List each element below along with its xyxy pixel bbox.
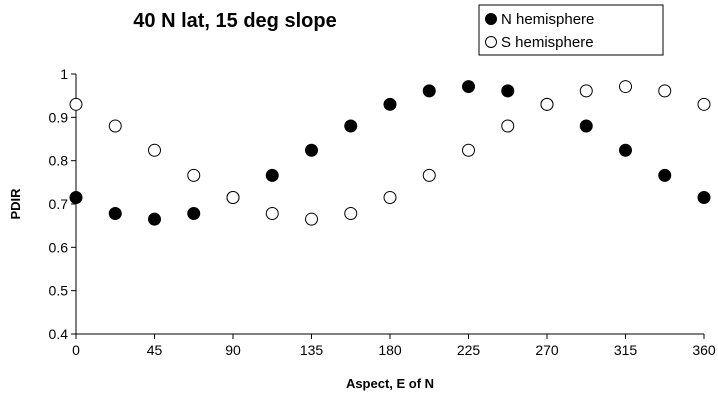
y-tick-label: 0.6 — [49, 239, 69, 255]
series-s-hemisphere — [69, 80, 711, 226]
data-point-s-hemisphere — [422, 168, 436, 182]
data-point-s-hemisphere — [226, 191, 240, 204]
data-point-n-hemisphere — [344, 119, 358, 133]
data-point-n-hemisphere — [501, 84, 515, 98]
x-tick-label: 135 — [300, 342, 324, 358]
y-tick-label: 0.8 — [49, 153, 69, 169]
data-point-s-hemisphere — [69, 97, 83, 111]
legend: N hemisphere S hemisphere — [478, 4, 664, 56]
data-point-s-hemisphere — [540, 97, 554, 111]
data-point-s-hemisphere — [108, 119, 122, 133]
x-axis-title: Aspect, E of N — [346, 376, 434, 391]
data-point-s-hemisphere — [619, 80, 632, 94]
legend-marker-s-hemisphere — [485, 36, 497, 48]
x-tick-label: 0 — [72, 342, 80, 358]
data-point-n-hemisphere — [579, 119, 593, 133]
data-point-n-hemisphere — [265, 168, 279, 182]
data-point-s-hemisphere — [501, 119, 515, 133]
data-point-s-hemisphere — [658, 84, 672, 98]
data-point-n-hemisphere — [108, 207, 122, 221]
data-point-n-hemisphere — [422, 84, 436, 98]
chart-title: 40 N lat, 15 deg slope — [133, 10, 336, 32]
y-tick-label: 1 — [60, 66, 68, 82]
data-point-n-hemisphere — [69, 191, 83, 204]
data-point-n-hemisphere — [658, 168, 672, 182]
x-tick-label: 45 — [147, 342, 163, 358]
y-axis-title: PDIR — [8, 188, 23, 220]
data-point-s-hemisphere — [265, 207, 279, 221]
data-point-n-hemisphere — [697, 191, 711, 204]
y-axis-ticks: 0.4 0.5 0.6 0.7 0.8 0.9 1 — [49, 66, 76, 342]
data-point-s-hemisphere — [697, 97, 711, 111]
data-point-n-hemisphere — [383, 97, 397, 111]
data-point-s-hemisphere — [383, 191, 397, 204]
x-tick-label: 360 — [692, 342, 716, 358]
x-tick-label: 90 — [225, 342, 241, 358]
y-tick-label: 0.9 — [49, 109, 69, 125]
y-tick-label: 0.4 — [49, 326, 69, 342]
y-tick-label: 0.5 — [49, 283, 69, 299]
x-tick-label: 180 — [378, 342, 402, 358]
data-point-s-hemisphere — [579, 84, 593, 98]
x-tick-label: 315 — [614, 342, 638, 358]
data-point-n-hemisphere — [187, 207, 201, 221]
legend-label-n-hemisphere: N hemisphere — [501, 11, 594, 28]
data-point-s-hemisphere — [305, 212, 318, 226]
legend-label-s-hemisphere: S hemisphere — [501, 34, 594, 51]
x-tick-label: 270 — [535, 342, 559, 358]
legend-box — [478, 4, 664, 56]
data-point-n-hemisphere — [462, 80, 475, 94]
y-tick-label: 0.7 — [49, 196, 69, 212]
data-point-s-hemisphere — [344, 207, 358, 221]
data-point-n-hemisphere — [619, 143, 632, 157]
x-tick-label: 225 — [457, 342, 481, 358]
legend-marker-n-hemisphere — [485, 13, 497, 25]
data-point-n-hemisphere — [305, 143, 318, 157]
x-axis-ticks: 0 45 90 135 180 225 270 315 360 — [72, 334, 716, 358]
data-point-n-hemisphere — [148, 212, 161, 226]
data-point-s-hemisphere — [462, 143, 475, 157]
data-point-s-hemisphere — [148, 143, 161, 157]
data-point-s-hemisphere — [187, 168, 201, 182]
